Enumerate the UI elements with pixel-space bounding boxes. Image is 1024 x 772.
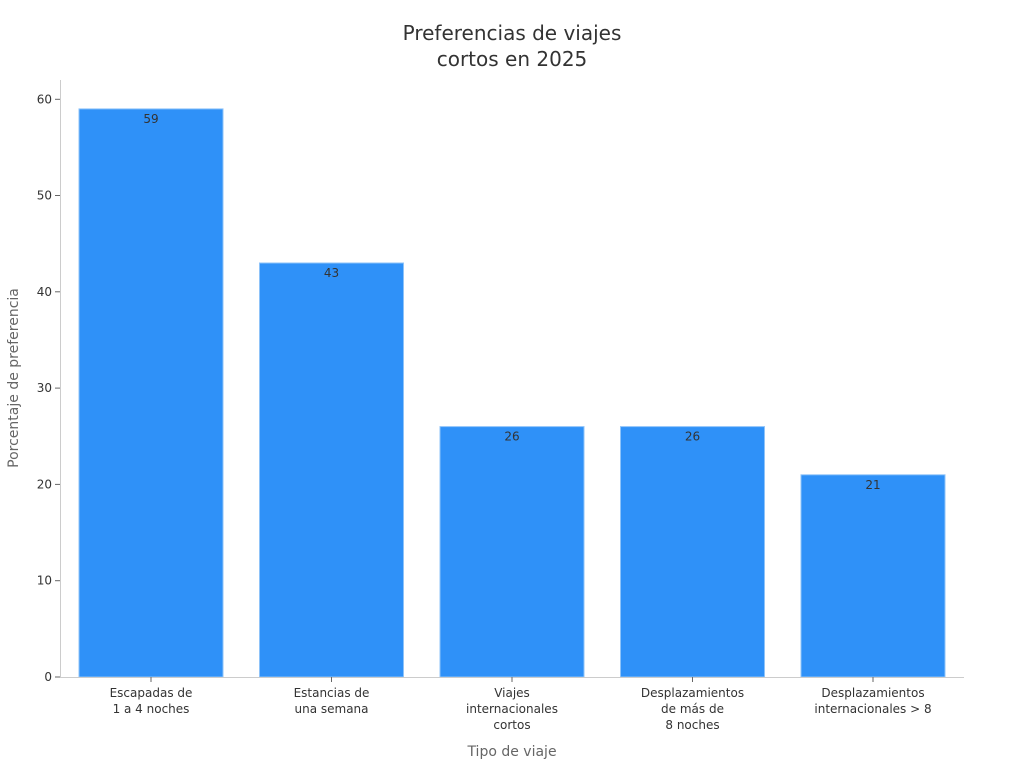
y-tick-label-6: 60 — [37, 92, 52, 106]
x-tick-label-line: internacionales > 8 — [814, 702, 931, 716]
data-label-3: 26 — [685, 430, 700, 444]
x-tick-label-line: Estancias de — [294, 686, 370, 700]
chart-title-line-1: Preferencias de viajes — [403, 21, 622, 45]
data-label-2: 26 — [504, 430, 519, 444]
x-tick-label-line: de más de — [661, 702, 724, 716]
bar-1 — [259, 262, 404, 678]
x-tick-label-line: Desplazamientos — [821, 686, 924, 700]
data-label-4: 21 — [865, 478, 880, 492]
data-label-0: 59 — [143, 112, 158, 126]
y-tick-label-4: 40 — [37, 285, 52, 299]
chart-title-line-2: cortos en 2025 — [437, 47, 588, 71]
bar-0 — [78, 108, 224, 678]
y-tick-label-2: 20 — [37, 477, 52, 491]
x-tick-label-line: Viajes — [494, 686, 530, 700]
bar-2 — [439, 426, 585, 678]
x-tick-label-line: internacionales — [466, 702, 558, 716]
x-tick-label-line: una semana — [294, 702, 368, 716]
x-tick-label-4: Desplazamientos internacionales > 8 — [814, 686, 931, 716]
y-tick-label-1: 10 — [37, 574, 52, 588]
y-ticks-group: 0 10 20 30 40 50 60 — [37, 92, 60, 684]
data-label-1: 43 — [324, 266, 339, 280]
x-tick-label-line: Escapadas de — [110, 686, 193, 700]
x-tick-label-1: Estancias de una semana — [294, 686, 370, 716]
x-tick-label-line: Desplazamientos — [641, 686, 744, 700]
x-axis-label: Tipo de viaje — [466, 744, 556, 760]
x-tick-label-2: Viajes internacionales cortos — [466, 686, 558, 732]
x-tick-label-line: 8 noches — [665, 718, 719, 732]
y-axis-label: Porcentaje de preferencia — [6, 288, 22, 468]
x-tick-label-0: Escapadas de 1 a 4 noches — [110, 686, 193, 716]
y-tick-label-3: 30 — [37, 381, 52, 395]
x-tick-label-line: cortos — [493, 718, 530, 732]
x-ticks-group: Escapadas de 1 a 4 noches Estancias de una … — [110, 677, 932, 732]
bars-group — [78, 108, 946, 678]
y-tick-label-5: 50 — [37, 189, 52, 203]
x-tick-label-3: Desplazamientos de más de 8 noches — [641, 686, 744, 732]
x-tick-label-line: 1 a 4 noches — [113, 702, 190, 716]
bar-4 — [800, 474, 946, 678]
bar-3 — [620, 426, 765, 678]
y-tick-label-0: 0 — [44, 670, 52, 684]
data-labels-group: 59 43 26 26 21 — [143, 112, 880, 492]
